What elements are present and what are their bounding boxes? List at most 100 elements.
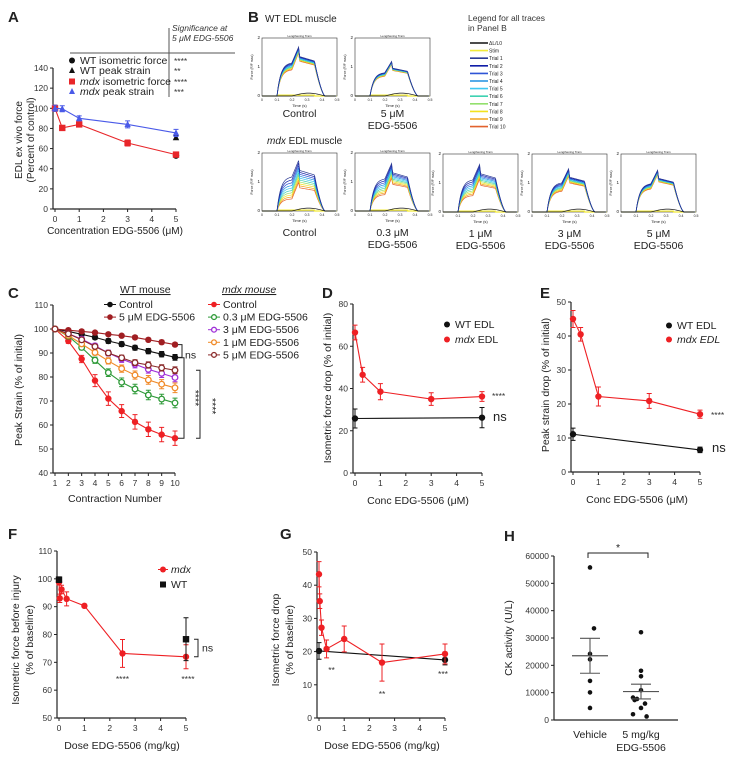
x-tick-label: 0.1 — [634, 214, 639, 218]
length-trace — [532, 208, 606, 213]
significance-label: * — [616, 542, 620, 554]
legend-label: Trial 4 — [489, 79, 503, 85]
legend-label-text: WT peak strain — [80, 65, 151, 77]
legend-header: 5 μM EDG-5506 — [172, 33, 234, 43]
y-axis-label: Isometric force drop (% of initial) — [322, 313, 334, 464]
significance-label: **** — [711, 410, 725, 420]
subplot-frame — [620, 153, 697, 213]
x-axis-label: Time (s) — [292, 103, 307, 108]
data-point — [351, 329, 359, 336]
x-tick-label: 5 — [698, 477, 703, 487]
data-point — [131, 385, 139, 393]
x-tick-label: 0.2 — [290, 213, 295, 217]
x-tick-label: 0.4 — [501, 214, 506, 218]
x-tick-label: 0.1 — [275, 213, 280, 217]
legend-marker — [210, 351, 218, 358]
panel-d-legend: WT EDL mdx EDL — [444, 319, 498, 346]
y-tick-label: 20 — [339, 426, 349, 436]
y-tick-label: 10 — [303, 680, 313, 690]
y-tick-label: 60 — [39, 420, 49, 430]
data-point — [145, 426, 152, 433]
y-axis-label: CK activity (U/L) — [503, 600, 515, 676]
data-point — [316, 597, 323, 605]
y-tick-label: 2 — [438, 151, 441, 156]
legend-label: WT peak strain — [80, 65, 151, 77]
series-line — [54, 328, 176, 404]
legend-label-text: WT EDL — [677, 320, 717, 332]
y-axis-label: Peak Strain (% of initial) — [13, 334, 25, 446]
trace-subplot: Lengthening Train 0 1 2 0 0.1 0.2 0.3 0.4 0.5 Time… — [250, 34, 339, 120]
legend-label: 3 μM EDG-5506 — [223, 324, 299, 336]
y-tick-label: 50 — [557, 297, 567, 307]
y-tick-label: 110 — [38, 546, 52, 556]
subplot-label: EDG-5506 — [368, 239, 418, 251]
x-axis-label: Concentration EDG-5506 (μM) — [47, 226, 183, 237]
subplot-title: Lengthening Train — [468, 150, 492, 154]
legend-label: WT EDL — [455, 319, 495, 331]
x-tick-label: 0 — [261, 213, 263, 217]
y-tick-label: 10000 — [525, 688, 549, 698]
data-point — [118, 407, 125, 415]
panel-a-chart: 0 20 40 60 80 100 120 140 0 1 2 3 4 5 EDL ex vivo forc… — [14, 63, 183, 237]
data-point — [76, 114, 83, 122]
data-point — [91, 343, 99, 350]
group-1 — [623, 629, 659, 719]
data-point — [172, 133, 180, 141]
legend-marker — [160, 566, 166, 573]
subplot-label: EDG-5506 — [368, 120, 418, 132]
subplot-title: Lengthening Train — [646, 150, 670, 154]
y-tick-label: 80 — [39, 123, 49, 133]
x-tick-label: 0.1 — [456, 214, 461, 218]
data-point — [76, 121, 83, 128]
y-tick-label: 80 — [339, 299, 349, 309]
panel-e-legend: WT EDL mdx EDL — [666, 320, 720, 346]
x-tick-label: 0.5 — [335, 98, 340, 102]
y-tick-label: 60000 — [525, 551, 549, 561]
length-trace — [355, 207, 429, 212]
y-tick-label: 0 — [527, 209, 530, 214]
row-title: mdx EDL muscle — [267, 136, 343, 147]
data-point — [51, 325, 59, 333]
x-tick-label: 0 — [261, 98, 263, 102]
x-category-label: Vehicle — [573, 729, 607, 741]
y-tick-label: 70 — [43, 657, 53, 667]
data-point — [78, 328, 85, 335]
legend-label: ΔL/L0 — [489, 41, 502, 47]
y-tick-label: 140 — [34, 63, 48, 73]
data-point — [642, 701, 648, 706]
data-point — [105, 337, 112, 345]
data-point — [172, 129, 180, 136]
x-tick-label: 0 — [531, 214, 533, 218]
x-axis-label: Time (s) — [473, 219, 488, 224]
subplot-label: Control — [283, 227, 317, 239]
data-point — [124, 139, 131, 147]
y-tick-label: 1 — [257, 179, 260, 184]
y-tick-label: 60 — [43, 685, 53, 695]
y-axis-label: (% of baseline) — [24, 605, 36, 675]
y-tick-label: 40 — [557, 331, 567, 341]
legend-label-text: isometric force — [100, 76, 171, 88]
trace-subplot: Lengthening Train 0 1 2 0 0.1 0.2 0.3 0.4 0.5 Time… — [520, 150, 609, 252]
y-tick-label: 40 — [39, 164, 49, 174]
series-0-3-m-edg-5506 — [51, 325, 179, 409]
data-point — [587, 678, 593, 684]
subplot-frame — [261, 37, 338, 97]
y-tick-label: 1 — [527, 180, 530, 185]
y-tick-label: 70 — [39, 396, 49, 406]
series-mdx — [55, 578, 190, 670]
legend-marker — [666, 336, 672, 343]
y-axis-label: (Percent of control) — [26, 97, 37, 182]
bracket — [194, 638, 199, 658]
significance-label: *** — [438, 669, 449, 679]
x-tick-label: 5 — [443, 723, 448, 733]
x-category-label: 5 mg/kg — [622, 729, 660, 741]
legend-label: 0.3 μM EDG-5506 — [223, 312, 308, 324]
y-tick-label: 1 — [350, 64, 353, 69]
legend-label: 1 μM EDG-5506 — [223, 337, 299, 349]
sem-bar — [580, 637, 600, 674]
x-tick-label: 0.3 — [575, 214, 580, 218]
trace-subplot: Lengthening Train 0 1 2 0 0.1 0.2 0.3 0.4 0.5 Time… — [343, 34, 432, 132]
data-point — [104, 349, 112, 357]
y-tick-label: 10 — [557, 433, 567, 443]
